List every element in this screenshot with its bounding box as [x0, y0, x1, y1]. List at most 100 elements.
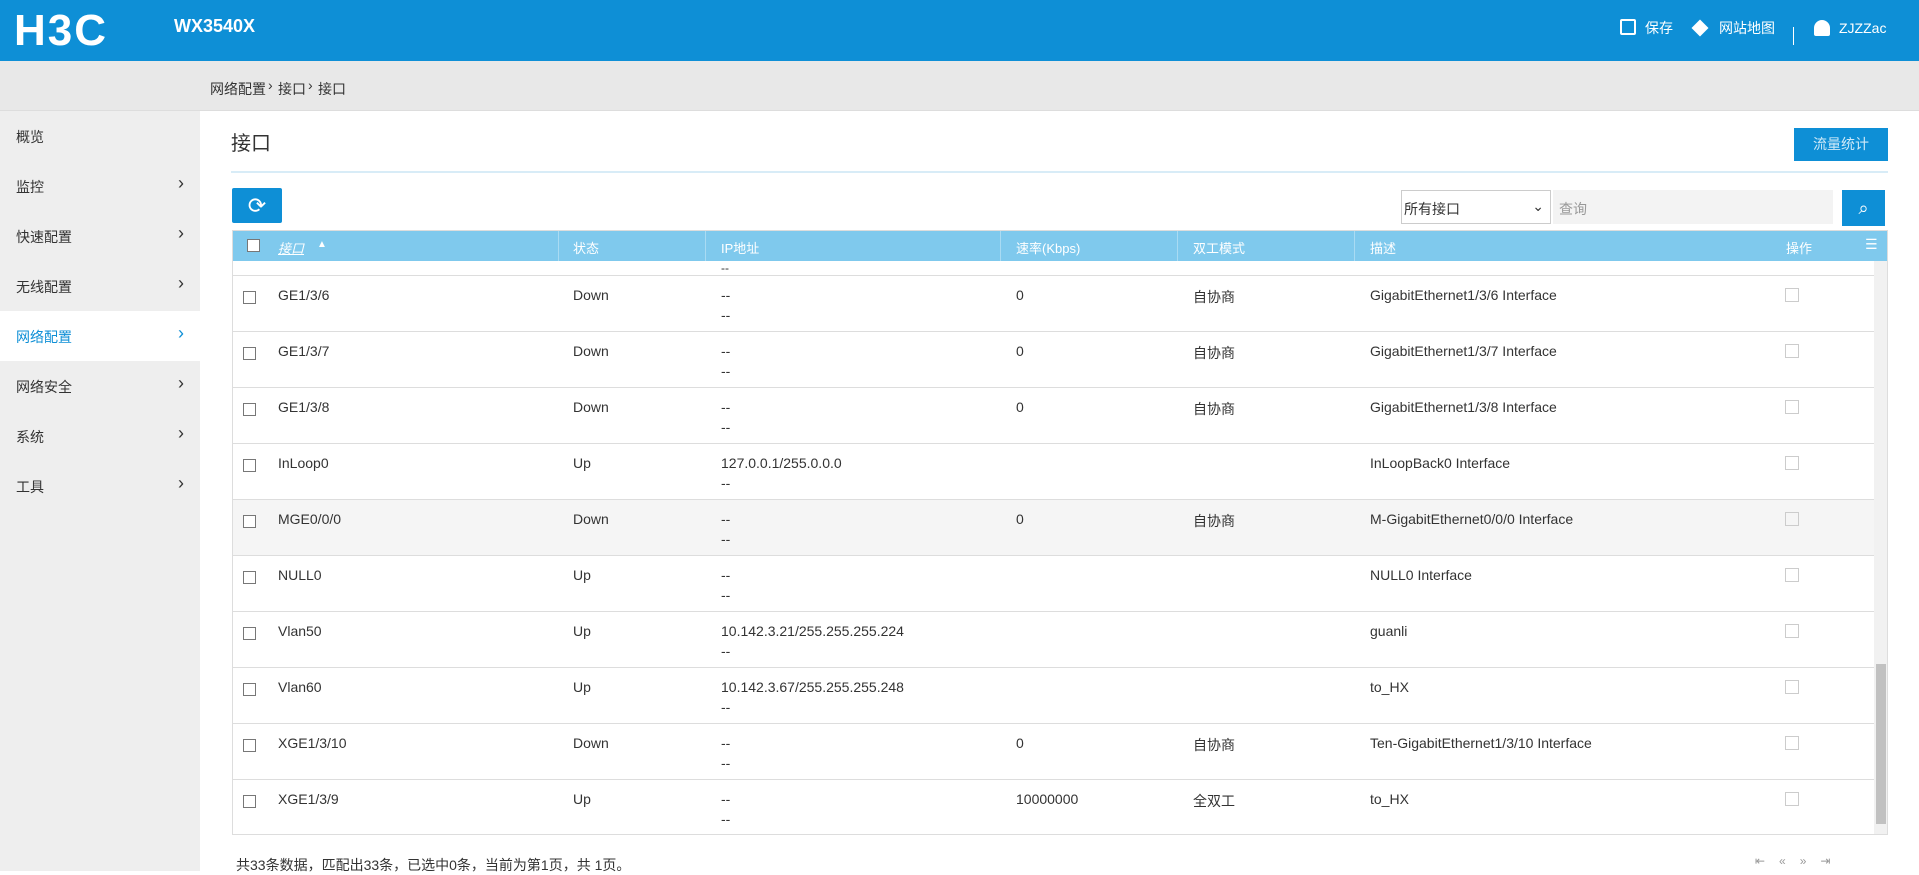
- interface-name: InLoop0: [278, 455, 329, 471]
- sidebar-label: 网络安全: [16, 379, 72, 395]
- edit-icon[interactable]: [1785, 288, 1799, 302]
- table-row[interactable]: XGE1/3/10 Down -- -- 0 自协商 Ten-GigabitEthernet…: [233, 724, 1874, 780]
- sidebar-item[interactable]: 系统 ›: [0, 411, 200, 461]
- status: Up: [573, 623, 591, 639]
- breadcrumb-item[interactable]: 网络配置: [210, 81, 266, 97]
- sidebar-item[interactable]: 无线配置 ›: [0, 261, 200, 311]
- breadcrumb-sep: ›: [268, 77, 273, 93]
- row-checkbox[interactable]: [243, 459, 256, 472]
- interface-name: MGE0/0/0: [278, 511, 342, 527]
- sidebar-item[interactable]: 概览: [0, 111, 200, 161]
- user[interactable]: ZJZZac: [1839, 20, 1887, 36]
- column-menu[interactable]: ☰: [1865, 236, 1878, 252]
- sidebar-item[interactable]: 网络安全 ›: [0, 361, 200, 411]
- column-divider: [1354, 231, 1355, 261]
- column-header[interactable]: 接口: [278, 241, 305, 256]
- row-checkbox[interactable]: [243, 683, 256, 696]
- edit-icon[interactable]: [1785, 568, 1799, 582]
- search-button[interactable]: ⌕: [1842, 190, 1885, 226]
- row-checkbox[interactable]: [243, 291, 256, 304]
- edit-icon[interactable]: [1785, 512, 1799, 526]
- table-row[interactable]: GE1/3/8 Down -- -- 0 自协商 GigabitEthernet1/3/8 …: [233, 388, 1874, 444]
- edit-icon[interactable]: [1785, 456, 1799, 470]
- breadcrumb-bar: [0, 61, 1919, 111]
- edit-icon[interactable]: [1785, 344, 1799, 358]
- save[interactable]: 保存: [1645, 20, 1673, 36]
- ip-line: --: [721, 307, 731, 323]
- save-icon: [1620, 19, 1636, 35]
- stats-button[interactable]: 流量统计: [1794, 128, 1888, 161]
- status: Down: [573, 287, 609, 303]
- breadcrumb-item[interactable]: 接口: [318, 81, 346, 97]
- page-title: 接口: [231, 133, 271, 155]
- table-row[interactable]: InLoop0 Up 127.0.0.1/255.0.0.0 -- InLoopBack…: [233, 444, 1874, 500]
- ip-line: --: [721, 791, 731, 807]
- table-row[interactable]: Vlan60 Up 10.142.3.67/255.255.255.248 -- to_…: [233, 668, 1874, 724]
- edit-icon[interactable]: [1785, 792, 1799, 806]
- edit-icon[interactable]: [1785, 624, 1799, 638]
- row-divider: [233, 275, 1874, 276]
- sidebar-arrow: ›: [178, 223, 184, 243]
- filter-select[interactable]: 所有接口 ⌄: [1401, 190, 1551, 224]
- model: WX3540X: [174, 16, 256, 36]
- table-row[interactable]: Vlan50 Up 10.142.3.21/255.255.255.224 -- gua…: [233, 612, 1874, 668]
- interface-name: Vlan50: [278, 623, 322, 639]
- interface-name: GE1/3/6: [278, 287, 330, 303]
- edit-icon[interactable]: [1785, 736, 1799, 750]
- table-row[interactable]: NULL0 Up -- -- NULL0 Interface: [233, 556, 1874, 612]
- sitemap[interactable]: 网站地图: [1719, 20, 1775, 36]
- interface-name: GE1/3/8: [278, 399, 330, 415]
- status: Down: [573, 343, 609, 359]
- description: GigabitEthernet1/3/6 Interface: [1370, 287, 1557, 303]
- sidebar-arrow: ›: [178, 323, 184, 343]
- status: Up: [573, 679, 591, 695]
- description: NULL0 Interface: [1370, 567, 1472, 583]
- table-row[interactable]: MGE0/0/0 Down -- -- 0 自协商 M-GigabitEthernet0/0…: [233, 500, 1874, 556]
- rate: 0: [1016, 399, 1024, 415]
- duplex: 自协商: [1193, 737, 1235, 753]
- ip-line: --: [721, 343, 731, 359]
- row-checkbox[interactable]: [243, 403, 256, 416]
- pager[interactable]: ⇤«»⇥: [1755, 854, 1845, 868]
- column-header[interactable]: 操作: [1786, 241, 1813, 256]
- user-icon: [1814, 20, 1830, 36]
- status: Up: [573, 455, 591, 471]
- row-fragment: --: [721, 261, 729, 275]
- row-checkbox[interactable]: [243, 347, 256, 360]
- row-checkbox[interactable]: [243, 627, 256, 640]
- row-checkbox[interactable]: [243, 515, 256, 528]
- column-header[interactable]: 速率(Kbps): [1016, 241, 1081, 256]
- table-row[interactable]: XGE1/3/9 Up -- -- 10000000 全双工 to_HX: [233, 780, 1874, 834]
- divider: [1793, 27, 1794, 45]
- ip-line: 10.142.3.67/255.255.255.248: [721, 679, 904, 695]
- table-row[interactable]: GE1/3/6 Down -- -- 0 自协商 GigabitEthernet1/3/6 …: [233, 276, 1874, 332]
- row-checkbox[interactable]: [243, 571, 256, 584]
- interface-name: XGE1/3/10: [278, 735, 347, 751]
- sidebar-item[interactable]: 工具 ›: [0, 461, 200, 511]
- sidebar-item[interactable]: 网络配置 ›: [0, 311, 200, 361]
- table-row[interactable]: GE1/3/7 Down -- -- 0 自协商 GigabitEthernet1/3/7 …: [233, 332, 1874, 388]
- breadcrumb-item[interactable]: 接口: [278, 81, 306, 97]
- status: Down: [573, 511, 609, 527]
- sidebar-item[interactable]: 监控 ›: [0, 161, 200, 211]
- ip-line: --: [721, 587, 731, 603]
- scrollbar-thumb[interactable]: [1876, 664, 1886, 824]
- interface-name: XGE1/3/9: [278, 791, 339, 807]
- sidebar-label: 快速配置: [16, 229, 72, 245]
- column-header[interactable]: 状态: [573, 241, 600, 256]
- duplex: 自协商: [1193, 345, 1235, 361]
- header-checkbox[interactable]: [247, 239, 260, 252]
- edit-icon[interactable]: [1785, 680, 1799, 694]
- column-header[interactable]: 描述: [1370, 241, 1397, 256]
- column-header[interactable]: IP地址: [721, 241, 760, 256]
- sidebar-item[interactable]: 快速配置 ›: [0, 211, 200, 261]
- sidebar-arrow: ›: [178, 373, 184, 393]
- description: to_HX: [1370, 679, 1409, 695]
- search-input[interactable]: 查询: [1553, 190, 1833, 224]
- row-checkbox[interactable]: [243, 739, 256, 752]
- edit-icon[interactable]: [1785, 400, 1799, 414]
- refresh-button[interactable]: ⟳: [232, 188, 282, 223]
- column-header[interactable]: 双工模式: [1193, 241, 1246, 256]
- row-checkbox[interactable]: [243, 795, 256, 808]
